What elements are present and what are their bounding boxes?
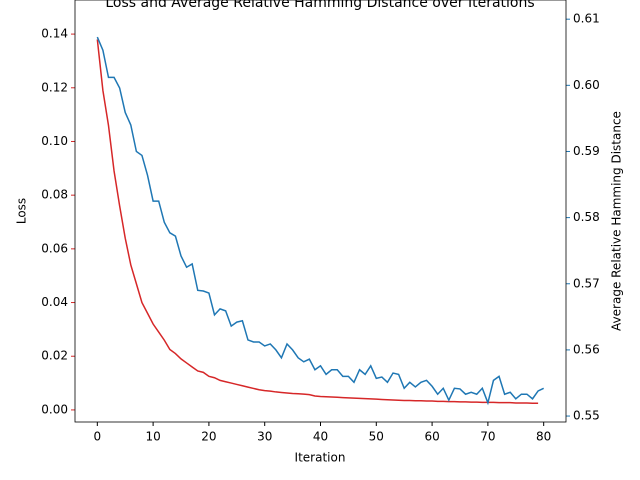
y-tick-label: 0.10 [41,134,68,148]
x-tick-label: 50 [369,430,384,444]
y-tick-label: 0.00 [41,402,68,416]
x-tick-label: 60 [424,430,439,444]
series-line [96,36,545,406]
x-tick-label: 0 [93,430,101,444]
y2-tick-label: 0.61 [573,12,600,26]
x-tick-label: 40 [313,430,328,444]
y-axis-label: Loss [15,198,29,224]
series-line [96,39,539,404]
y2-tick-label: 0.57 [573,276,600,290]
y-tick-label: 0.14 [41,27,68,41]
x-tick-label: 70 [480,430,495,444]
x-axis-label: Iteration [295,451,346,465]
y2-tick-label: 0.56 [573,342,600,356]
x-tick-label: 30 [257,430,272,444]
x-tick-label: 10 [145,430,160,444]
y-tick-label: 0.04 [41,295,68,309]
chart-title: Loss and Average Relative Hamming Distan… [105,0,534,11]
y-tick-label: 0.02 [41,349,68,363]
y2-tick-label: 0.59 [573,144,600,158]
y-tick-label: 0.08 [41,188,68,202]
y2-tick-label: 0.55 [573,409,600,423]
x-tick-label: 80 [536,430,551,444]
plot-frame [74,0,567,423]
y-tick-label: 0.12 [41,80,68,94]
y2-tick-label: 0.58 [573,210,600,224]
y-tick-label: 0.06 [41,241,68,255]
x-tick-label: 20 [201,430,216,444]
y2-tick-label: 0.60 [573,78,600,92]
y2-axis-label: Average Relative Hamming Distance [610,111,624,331]
